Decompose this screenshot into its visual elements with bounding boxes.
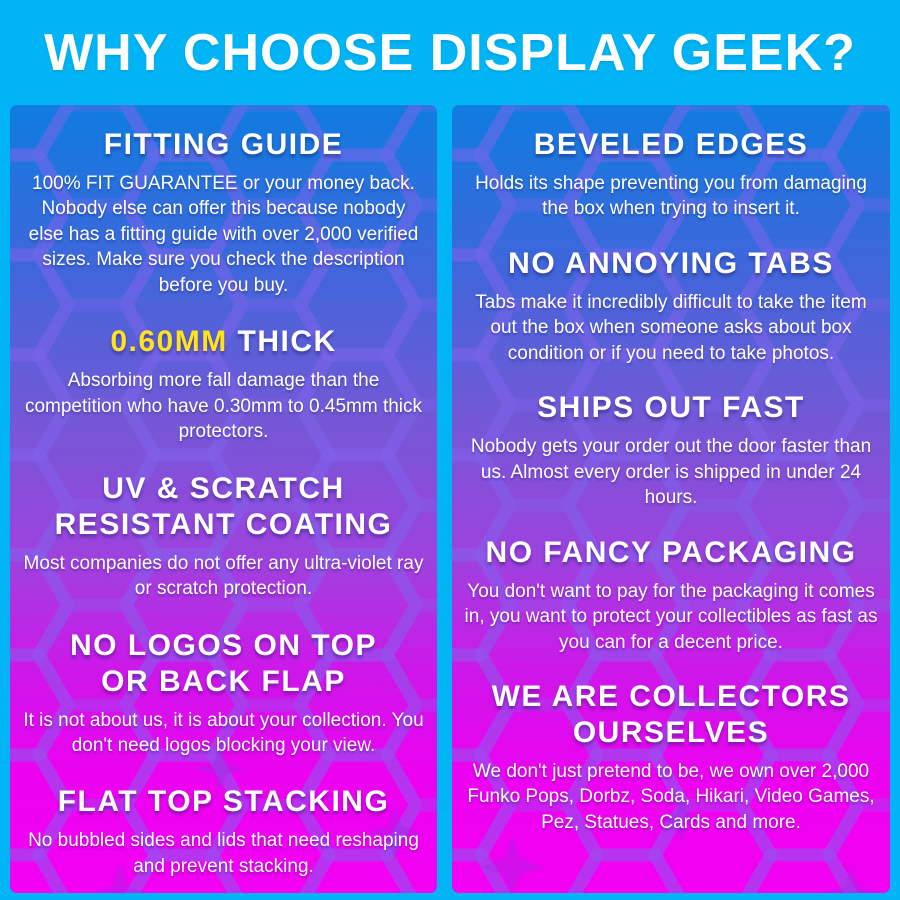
section-heading: FLAT TOP STACKING <box>57 785 390 819</box>
right-panel-content: BEVELED EDGES Holds its shape preventing… <box>452 105 890 835</box>
section-ships-out-fast: SHIPS OUT FAST Nobody gets your order ou… <box>464 390 878 510</box>
section-body: You don't want to pay for the packaging … <box>464 580 878 653</box>
section-body: Nobody gets your order out the door fast… <box>470 436 872 509</box>
section-no-annoying-tabs: NO ANNOYING TABS Tabs make it incredibly… <box>464 246 878 366</box>
section-heading: FITTING GUIDE <box>103 128 344 161</box>
section-body: Tabs make it incredibly difficult to tak… <box>475 291 867 364</box>
section-heading: UV & SCRATCH RESISTANT COATING <box>54 471 393 541</box>
thickness-value-highlight: 0.60MM <box>110 325 228 359</box>
thickness-heading-rest: THICK <box>237 325 337 359</box>
section-heading: WE ARE COLLECTORS OURSELVES <box>491 679 851 749</box>
section-heading: BEVELED EDGES <box>533 128 809 161</box>
header: WHY CHOOSE DISPLAY GEEK? <box>0 0 900 105</box>
section-body: Most companies do not offer any ultra-vi… <box>23 552 424 600</box>
section-body: It is not about us, it is about your col… <box>23 709 424 756</box>
section-no-logos: NO LOGOS ON TOP OR BACK FLAP It is not a… <box>22 628 425 759</box>
right-panel: BEVELED EDGES Holds its shape preventing… <box>452 105 890 893</box>
section-beveled-edges: BEVELED EDGES Holds its shape preventing… <box>464 127 878 222</box>
section-flat-top-stacking: FLAT TOP STACKING No bubbled sides and l… <box>22 784 425 879</box>
left-panel: FITTING GUIDE 100% FIT GUARANTEE or your… <box>10 105 437 893</box>
section-we-are-collectors: WE ARE COLLECTORS OURSELVES We don't jus… <box>464 679 878 835</box>
section-body: 100% FIT GUARANTEE or your money back. N… <box>28 173 419 296</box>
page-title: WHY CHOOSE DISPLAY GEEK? <box>44 23 856 82</box>
section-no-fancy-packaging: NO FANCY PACKAGING You don't want to pay… <box>464 535 878 655</box>
section-thickness: 0.60MM THICK Absorbing more fall damage … <box>22 324 425 444</box>
section-body: Holds its shape preventing you from dama… <box>475 173 867 220</box>
section-body: No bubbled sides and lids that need resh… <box>28 830 419 877</box>
section-heading: NO FANCY PACKAGING <box>485 535 857 569</box>
section-heading: 0.60MM THICK <box>22 324 425 360</box>
section-body: Absorbing more fall damage than the comp… <box>24 370 423 443</box>
section-body: We don't just pretend to be, we own over… <box>467 760 875 833</box>
section-heading: SHIPS OUT FAST <box>537 391 805 425</box>
section-fitting-guide: FITTING GUIDE 100% FIT GUARANTEE or your… <box>22 127 425 298</box>
section-uv-scratch-coating: UV & SCRATCH RESISTANT COATING Most comp… <box>22 471 425 602</box>
section-heading: NO LOGOS ON TOP OR BACK FLAP <box>70 628 377 698</box>
section-heading: NO ANNOYING TABS <box>508 246 834 280</box>
left-panel-content: FITTING GUIDE 100% FIT GUARANTEE or your… <box>10 105 437 879</box>
